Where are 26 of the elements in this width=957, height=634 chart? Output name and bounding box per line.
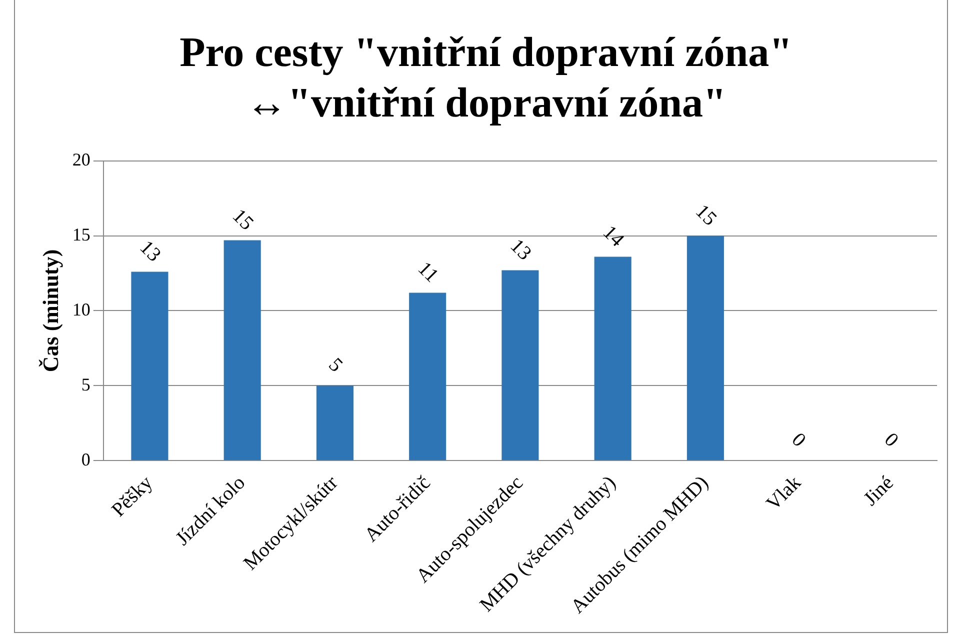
x-tick-label: Jiné [860,472,898,510]
y-tick-label: 5 [81,374,90,394]
y-axis-title: Čas (minuty) [38,249,63,372]
text: ↔"vnitřní dopravní zóna" [246,80,726,126]
data-label: 11 [414,258,443,287]
y-tick-label: 0 [81,449,90,470]
text: Pro cesty "vnitřní dopravní zóna" [180,30,792,76]
bar [409,292,446,460]
y-tick-label: 10 [72,299,90,320]
y-tick-label: 20 [72,150,90,170]
x-tick-label: Vlak [762,472,806,515]
data-label: 15 [228,204,258,235]
bar [502,270,539,460]
data-label: 14 [598,221,628,252]
bar [316,386,354,460]
data-label: 0 [880,428,903,452]
data-label: 15 [691,200,721,230]
bar [686,236,724,460]
data-label: 0 [787,428,810,452]
bar [594,256,632,460]
y-tick-label: 15 [72,224,90,244]
data-label: 13 [506,234,536,265]
bar [131,272,168,460]
data-label: 13 [135,236,166,266]
data-label: 5 [324,354,347,376]
bar [224,240,261,460]
